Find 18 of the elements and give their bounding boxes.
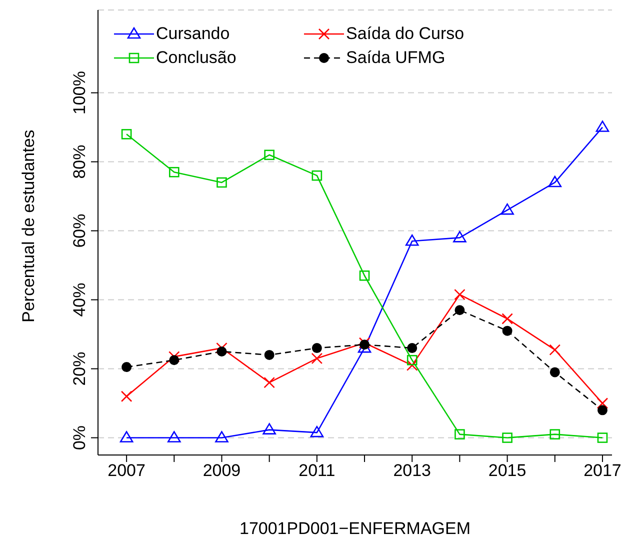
x-tick-label: 2013	[393, 461, 432, 480]
x-tick-label: 2015	[488, 461, 526, 480]
x-tick-label: 2017	[584, 461, 622, 480]
y-tick-label: 80%	[70, 144, 89, 179]
y-tick-label: 20%	[70, 352, 89, 386]
legend-label: Saída UFMG	[346, 48, 446, 68]
x-axis-title: 17001PD001−ENFERMAGEM	[239, 519, 471, 538]
y-tick-label: 60%	[70, 214, 89, 248]
y-axis-title: Percentual de estudantes	[19, 130, 38, 322]
legend-label: Saída do Curso	[346, 24, 464, 44]
legend-label: Conclusão	[156, 48, 236, 68]
y-tick-label: 40%	[70, 282, 89, 317]
x-tick-label: 2009	[202, 461, 241, 480]
x-tick-label: 2007	[108, 461, 146, 480]
legend-label: Cursando	[156, 24, 230, 44]
y-tick-label: 100%	[70, 71, 89, 115]
x-tick-label: 2011	[298, 461, 336, 480]
y-tick-label: 0%	[70, 425, 89, 450]
